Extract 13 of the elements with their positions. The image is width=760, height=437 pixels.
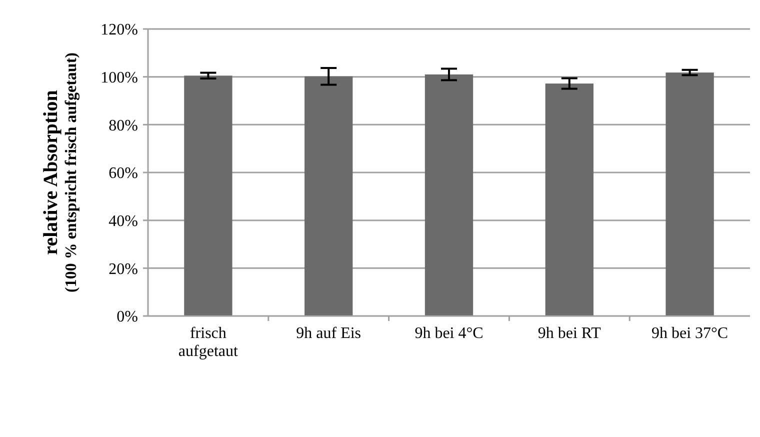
x-tick-label: 9h bei RT [538, 325, 602, 342]
y-tick-label: 40% [108, 212, 138, 230]
y-tick-label: 20% [108, 260, 138, 278]
y-tick-label: 60% [108, 165, 138, 182]
x-tick-label: frisch aufgetaut [178, 325, 239, 360]
y-tick-label: 100% [100, 69, 138, 86]
x-tick-label: 9h bei 37°C [651, 325, 728, 342]
y-tick-label: 120% [100, 22, 138, 39]
y-axis-title: relative Absorption (100 % entspricht frisch aufgetaut) [40, 52, 80, 292]
x-tick-label: 9h bei 4°C [414, 325, 484, 342]
y-tick-label: 0% [116, 308, 138, 326]
y-tick-label: 80% [108, 117, 138, 134]
x-tick-label: 9h auf Eis [296, 325, 362, 342]
